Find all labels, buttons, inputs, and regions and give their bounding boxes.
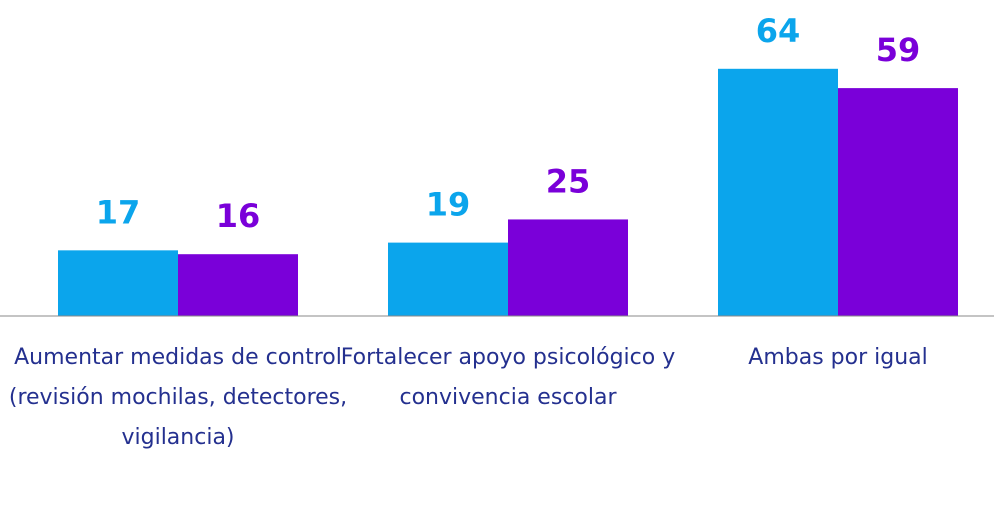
value-label: 16 (216, 197, 261, 235)
x-tick-label: Aumentar medidas de control (revisión mo… (8, 345, 348, 450)
value-label: 59 (876, 31, 921, 69)
value-label: 64 (756, 12, 801, 50)
value-label: 17 (96, 193, 141, 231)
x-tick-label: Ambas por igual (748, 345, 928, 370)
bar (58, 250, 178, 316)
value-label: 25 (546, 162, 591, 200)
value-label: 19 (426, 186, 471, 224)
bar (718, 68, 838, 316)
bar (508, 219, 628, 316)
bar (388, 242, 508, 316)
bar (838, 88, 958, 316)
x-tick-label: Fortalecer apoyo psicológico y convivenc… (340, 345, 676, 410)
bar (178, 254, 298, 316)
